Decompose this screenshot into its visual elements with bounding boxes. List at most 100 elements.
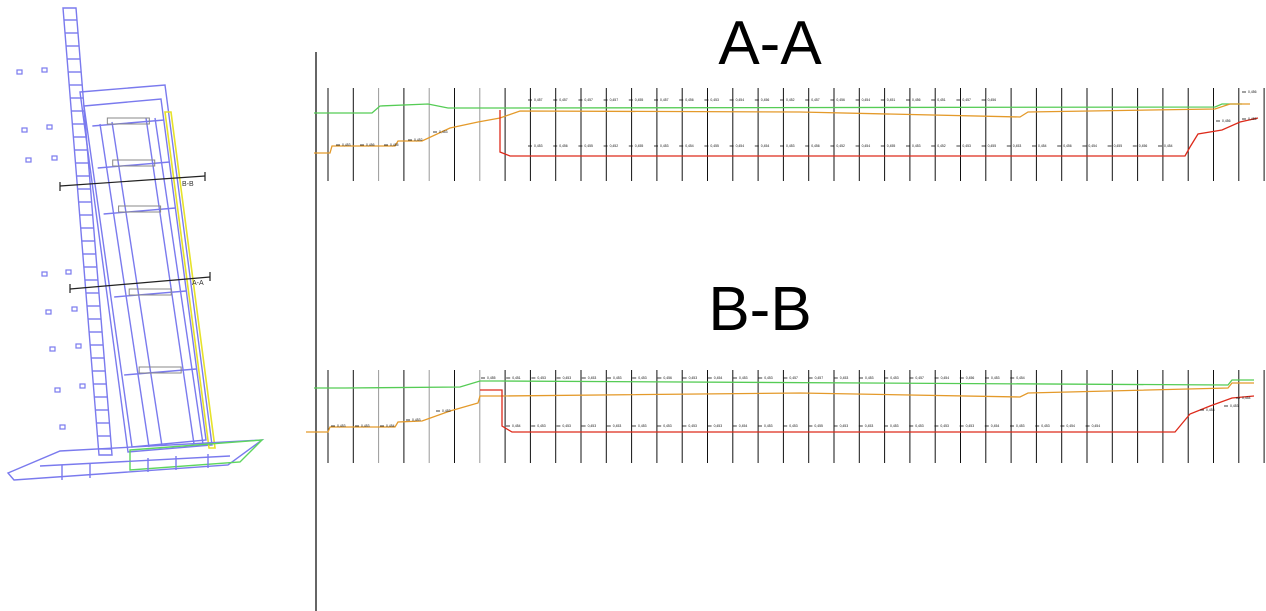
cut-label-b: B-B (182, 181, 194, 188)
profile-value-label: 0,454 (1016, 376, 1025, 380)
anchor-dot (71, 306, 78, 312)
tower-floor-detail (112, 159, 156, 167)
profile-value-label: 0,453 (991, 376, 1000, 380)
profile-value-label: 0,454 (1038, 144, 1047, 148)
profile-value-label: 0,453 (786, 144, 795, 148)
profile-value-label: 0,452 (414, 138, 423, 142)
profile-value-label: 0,455 (710, 144, 719, 148)
section-title-b: B-B (708, 275, 811, 344)
profile-value-label: 0,453 (865, 424, 874, 428)
profile-value-label: 0,453 (638, 376, 647, 380)
profile-value-label: 0,453 (789, 424, 798, 428)
plan-anchor-dots (16, 67, 86, 430)
plan-view: B-B A-A (6, 7, 265, 481)
profile-value-label: 0,453 (764, 424, 773, 428)
profile-value-label: 0,454 (736, 144, 745, 148)
tower-floor-detail (138, 366, 182, 374)
mid-profile-line (306, 382, 1254, 433)
profile-value-label: 0,451 (512, 376, 521, 380)
profile-value-label: 0,453 (563, 376, 572, 380)
profile-value-label: 0,457 (915, 376, 924, 380)
tower-floor-detail (128, 288, 172, 296)
section-b-profile: 0,455 0,451 0,453 0,453 0,453 0,453 0,453 0,456… (306, 370, 1265, 463)
profile-value-label: 0,454 (1088, 144, 1097, 148)
profile-value-label: 0,454 (714, 376, 723, 380)
profile-value-label: 0,456 (1139, 144, 1148, 148)
profile-value-label: 0,453 (940, 424, 949, 428)
anchor-dot (45, 309, 52, 315)
profile-value-label: 0,451 (887, 98, 896, 102)
profile-value-label: 0,453 (689, 376, 698, 380)
anchor-dot (21, 127, 28, 133)
profile-value-label: 0,454 (941, 376, 950, 380)
plan-cut-line-a: A-A (69, 272, 211, 293)
profile-value-label: 0,453 (613, 424, 622, 428)
profile-value-label: 0,457 (559, 98, 568, 102)
profile-value-label: 0,455 (988, 144, 997, 148)
tower-floor (114, 290, 187, 298)
profile-value-label: 0,457 (584, 98, 593, 102)
anchor-dot (41, 67, 48, 73)
profile-value-label: 0,455 (1114, 144, 1123, 148)
profile-value-label: 0,453 (915, 424, 924, 428)
profile-value-label: 0,453 (663, 424, 672, 428)
cut-label-a: A-A (192, 280, 204, 287)
plan-cut-line-b: B-B (59, 172, 206, 191)
anchor-dot (59, 424, 66, 430)
anchor-dot (16, 69, 23, 75)
profile-value-label: 0,453 (439, 130, 448, 134)
plan-base (6, 439, 265, 481)
profile-value-label: 0,454 (1164, 144, 1173, 148)
profile-value-label: 0,453 (537, 376, 546, 380)
profile-value-label: 0,457 (610, 98, 619, 102)
top-profile-line (314, 103, 1242, 114)
profile-value-label: 0,456 (366, 143, 375, 147)
profile-value-label: 0,453 (865, 376, 874, 380)
bottom-profile-line (480, 389, 1255, 433)
profile-value-label: 0,457 (962, 98, 971, 102)
anchor-dot (46, 124, 53, 130)
tower-floor-detail (118, 205, 162, 213)
profile-value-label: 0,453 (890, 424, 899, 428)
profile-value-label: 0,453 (660, 144, 669, 148)
tower-floor (124, 368, 197, 376)
profile-value-label: 0,453 (342, 143, 351, 147)
profile-value-label: 0,454 (991, 424, 1000, 428)
profile-value-label: 0,454 (739, 424, 748, 428)
profile-value-label: 0,456 (1063, 144, 1072, 148)
profile-value-label: 0,451 (937, 98, 946, 102)
profile-value-label: 0,457 (811, 98, 820, 102)
profile-value-label: 0,456 (811, 144, 820, 148)
profile-value-label: 0,453 (764, 376, 773, 380)
profile-value-label: 0,453 (966, 424, 975, 428)
profile-value-label: 0,457 (815, 376, 824, 380)
anchor-dot (41, 271, 48, 277)
profile-value-label: 0,455 (887, 144, 896, 148)
profile-value-label: 0,456 (1222, 119, 1231, 123)
tower-floor (103, 207, 176, 215)
profile-value-label: 0,454 (1092, 424, 1101, 428)
profile-value-label: 0,454 (512, 424, 521, 428)
profile-value-label: 0,453 (739, 376, 748, 380)
profile-value-label: 0,453 (1041, 424, 1050, 428)
profile-value-label: 0,452 (786, 98, 795, 102)
profile-value-label: 0,456 (761, 98, 770, 102)
tower-floor-detail (106, 117, 150, 125)
profile-value-label: 0,453 (1013, 144, 1022, 148)
profile-value-label: 0,453 (537, 424, 546, 428)
profile-value-label: 0,453 (562, 424, 571, 428)
profile-value-label: 0,453 (361, 424, 370, 428)
profile-value-label: 0,453 (588, 376, 597, 380)
profile-value-label: 0,455 (584, 144, 593, 148)
profile-value-label: 0,455 (635, 98, 644, 102)
profile-value-label: 0,454 (386, 424, 395, 428)
profile-value-label: 0,453 (714, 424, 723, 428)
profile-value-label: 0,456 (559, 144, 568, 148)
profile-value-label: 0,453 (442, 409, 451, 413)
profile-value-label: 0,454 (862, 98, 871, 102)
section-title-a: A-A (718, 9, 822, 78)
profile-value-label: 0,457 (534, 98, 543, 102)
anchor-dot (51, 155, 58, 161)
profile-value-label: 0,455 (487, 376, 496, 380)
profile-value-label: 0,455 (390, 143, 399, 147)
